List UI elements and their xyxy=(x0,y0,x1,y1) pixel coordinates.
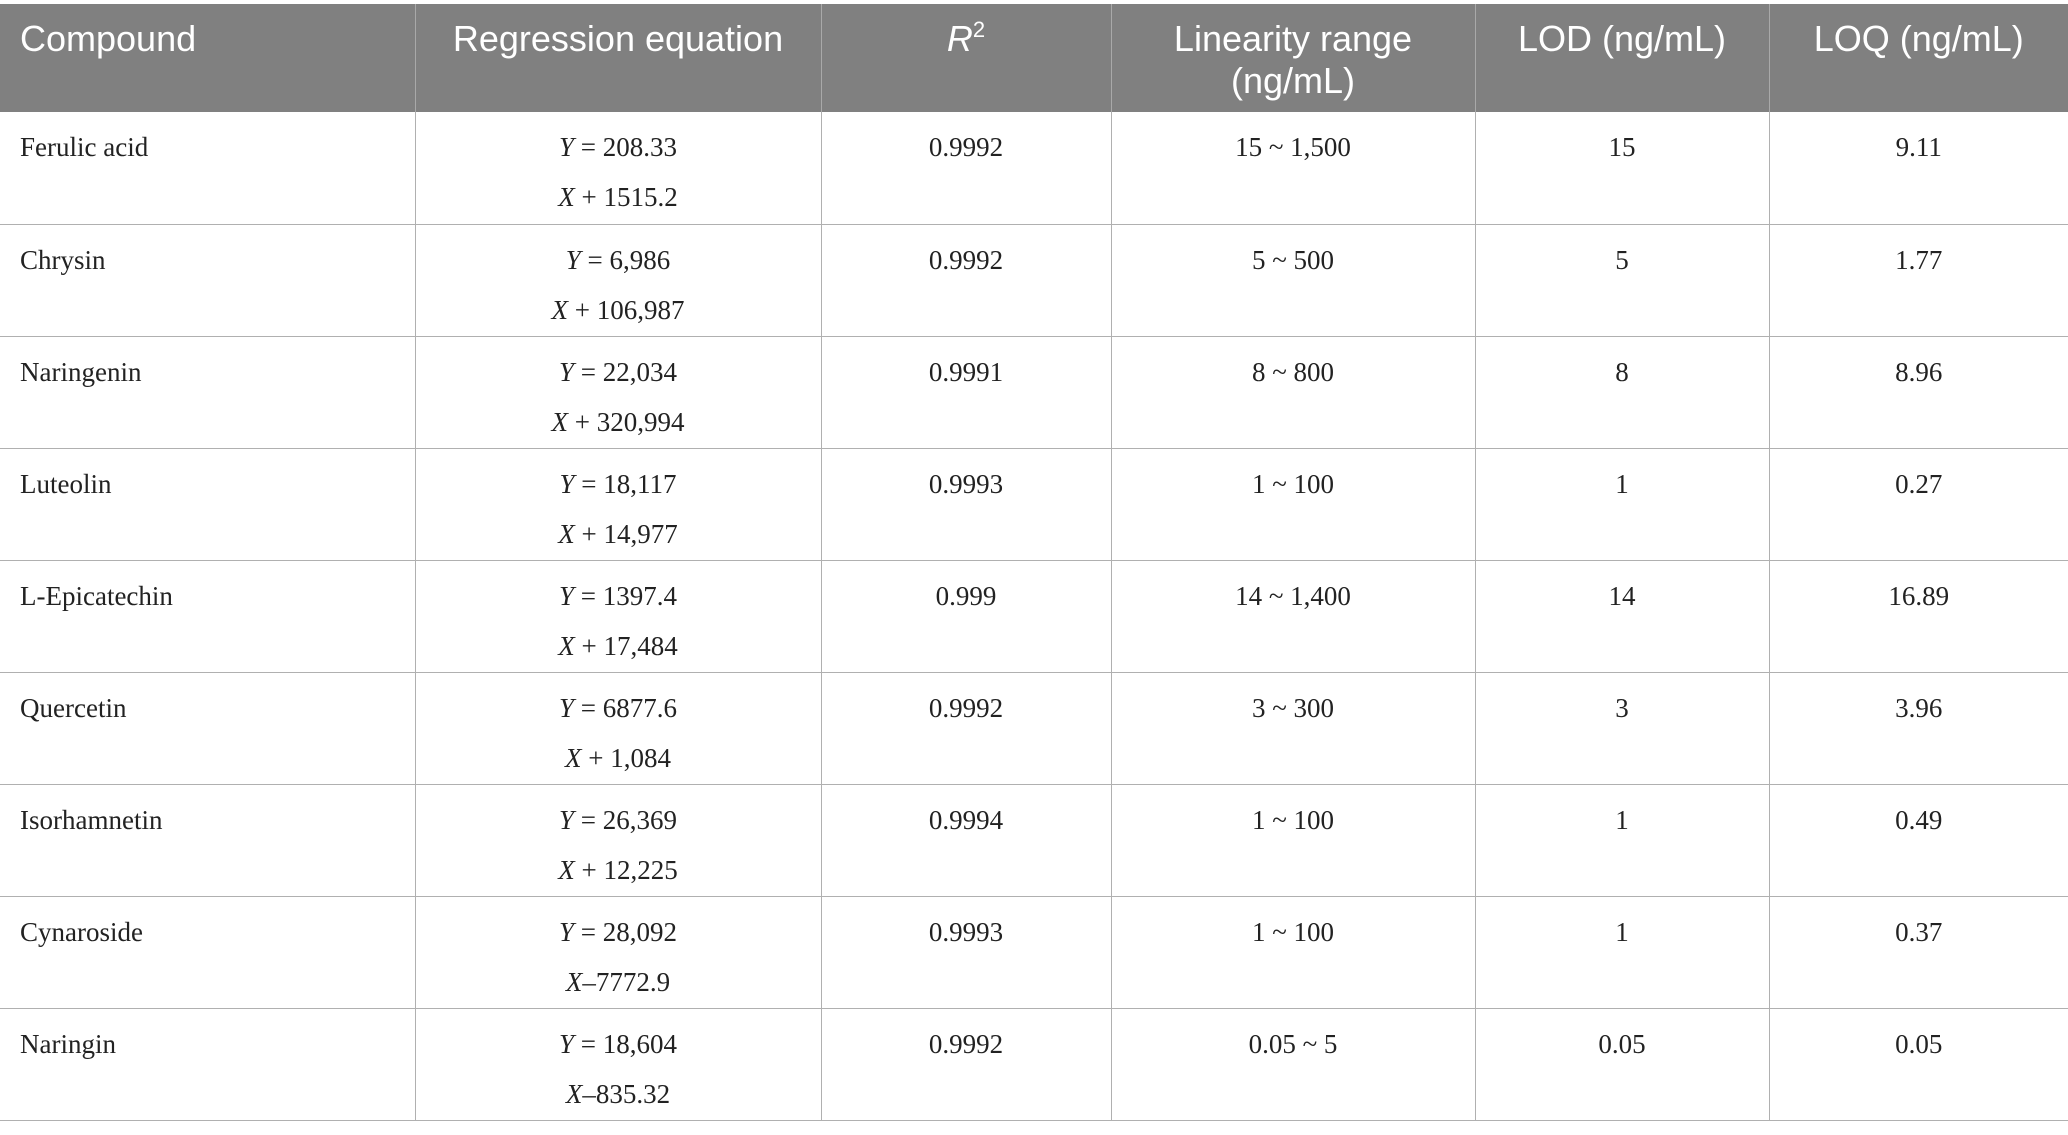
regression-equation-cell: Y = 18,117 X + 14,977 xyxy=(415,448,822,561)
equation-y-line: Y = 18,604 xyxy=(558,1028,677,1059)
header-loq: LOQ (ng/mL) xyxy=(1769,4,2068,112)
lod-cell: 14 xyxy=(1475,560,1770,673)
lod-cell: 0.05 xyxy=(1475,1008,1770,1121)
loq-cell: 9.11 xyxy=(1769,112,2068,225)
table-header: Compound Regression equation R2 Linearit… xyxy=(0,4,2068,112)
header-r-squared: R2 xyxy=(821,4,1112,112)
equation-y-line: Y = 6877.6 xyxy=(558,692,677,723)
regression-equation-cell: Y = 26,369 X + 12,225 xyxy=(415,784,822,897)
equation-x-line: X–835.32 xyxy=(565,1078,671,1109)
linearity-range-cell: 1 ~ 100 xyxy=(1111,896,1476,1009)
lod-cell: 3 xyxy=(1475,672,1770,785)
calibration-table: Compound Regression equation R2 Linearit… xyxy=(0,4,2068,1121)
r-squared-exponent: 2 xyxy=(972,17,986,42)
r-squared-cell: 0.9992 xyxy=(821,672,1112,785)
compound-cell: Quercetin xyxy=(0,672,416,785)
equation-x-line: X + 106,987 xyxy=(551,294,685,325)
loq-cell: 0.27 xyxy=(1769,448,2068,561)
regression-equation-cell: Y = 22,034 X + 320,994 xyxy=(415,336,822,449)
compound-cell: Naringenin xyxy=(0,336,416,449)
equation-y-line: Y = 26,369 xyxy=(558,804,677,835)
compound-cell: Ferulic acid xyxy=(0,112,416,225)
regression-equation-cell: Y = 1397.4 X + 17,484 xyxy=(415,560,822,673)
equation-x-line: X + 1515.2 xyxy=(558,182,678,212)
equation-y-line: Y = 1397.4 xyxy=(558,580,677,611)
r-squared-cell: 0.9991 xyxy=(821,336,1112,449)
table-row: Cynaroside Y = 28,092 X–7772.9 0.9993 1 ~ 10… xyxy=(0,896,2068,1009)
linearity-range-cell: 0.05 ~ 5 xyxy=(1111,1008,1476,1121)
linearity-range-cell: 1 ~ 100 xyxy=(1111,448,1476,561)
lod-cell: 1 xyxy=(1475,448,1770,561)
table-row: L-Epicatechin Y = 1397.4 X + 17,484 0.999 14… xyxy=(0,560,2068,673)
equation-y-line: Y = 6,986 xyxy=(565,244,671,275)
r-squared-cell: 0.9993 xyxy=(821,896,1112,1009)
compound-cell: Naringin xyxy=(0,1008,416,1121)
table-row: Chrysin Y = 6,986 X + 106,987 0.9992 5 ~ 500… xyxy=(0,224,2068,337)
loq-cell: 16.89 xyxy=(1769,560,2068,673)
loq-cell: 0.37 xyxy=(1769,896,2068,1009)
compound-cell: L-Epicatechin xyxy=(0,560,416,673)
linearity-range-cell: 5 ~ 500 xyxy=(1111,224,1476,337)
r-squared-cell: 0.999 xyxy=(821,560,1112,673)
linearity-range-cell: 14 ~ 1,400 xyxy=(1111,560,1476,673)
lod-cell: 1 xyxy=(1475,896,1770,1009)
regression-equation-cell: Y = 28,092 X–7772.9 xyxy=(415,896,822,1009)
r-squared-cell: 0.9993 xyxy=(821,448,1112,561)
compound-cell: Isorhamnetin xyxy=(0,784,416,897)
calibration-table-container: Compound Regression equation R2 Linearit… xyxy=(0,4,2068,1121)
equation-x-line: X + 17,484 xyxy=(558,630,678,661)
loq-cell: 1.77 xyxy=(1769,224,2068,337)
loq-cell: 0.49 xyxy=(1769,784,2068,897)
equation-x-line: X + 1,084 xyxy=(565,742,671,773)
header-row: Compound Regression equation R2 Linearit… xyxy=(0,4,2068,112)
equation-x-line: X + 12,225 xyxy=(558,854,678,885)
compound-cell: Chrysin xyxy=(0,224,416,337)
table-row: Quercetin Y = 6877.6 X + 1,084 0.9992 3 ~ 30… xyxy=(0,672,2068,785)
lod-cell: 5 xyxy=(1475,224,1770,337)
loq-cell: 8.96 xyxy=(1769,336,2068,449)
table-row: Luteolin Y = 18,117 X + 14,977 0.9993 1 ~ 10… xyxy=(0,448,2068,561)
loq-cell: 3.96 xyxy=(1769,672,2068,785)
table-body: Ferulic acid Y = 208.33 X + 1515.2 0.9992 15… xyxy=(0,112,2068,1121)
equation-y-line: Y = 22,034 xyxy=(558,356,677,387)
table-row: Naringin Y = 18,604 X–835.32 0.9992 0.05 ~ 5… xyxy=(0,1008,2068,1121)
header-lod: LOD (ng/mL) xyxy=(1475,4,1770,112)
linearity-range-cell: 3 ~ 300 xyxy=(1111,672,1476,785)
lod-cell: 1 xyxy=(1475,784,1770,897)
equation-y-line: Y = 208.33 xyxy=(558,132,677,162)
r-squared-cell: 0.9992 xyxy=(821,112,1112,225)
compound-cell: Luteolin xyxy=(0,448,416,561)
regression-equation-cell: Y = 6877.6 X + 1,084 xyxy=(415,672,822,785)
r-squared-cell: 0.9992 xyxy=(821,1008,1112,1121)
header-regression-equation: Regression equation xyxy=(415,4,822,112)
equation-x-line: X + 14,977 xyxy=(558,518,678,549)
r-squared-symbol: R xyxy=(946,18,973,59)
header-compound: Compound xyxy=(0,4,416,112)
equation-x-line: X + 320,994 xyxy=(551,406,685,437)
linearity-range-cell: 15 ~ 1,500 xyxy=(1111,112,1476,225)
equation-y-line: Y = 28,092 xyxy=(558,916,677,947)
linearity-range-cell: 1 ~ 100 xyxy=(1111,784,1476,897)
regression-equation-cell: Y = 6,986 X + 106,987 xyxy=(415,224,822,337)
r-squared-cell: 0.9992 xyxy=(821,224,1112,337)
equation-y-line: Y = 18,117 xyxy=(559,468,677,499)
header-linearity-range: Linearity range (ng/mL) xyxy=(1111,4,1476,112)
lod-cell: 15 xyxy=(1475,112,1770,225)
compound-cell: Cynaroside xyxy=(0,896,416,1009)
table-row: Isorhamnetin Y = 26,369 X + 12,225 0.9994 1 … xyxy=(0,784,2068,897)
equation-x-line: X–7772.9 xyxy=(565,966,671,997)
table-row: Ferulic acid Y = 208.33 X + 1515.2 0.9992 15… xyxy=(0,112,2068,225)
table-row: Naringenin Y = 22,034 X + 320,994 0.9991 8 ~… xyxy=(0,336,2068,449)
loq-cell: 0.05 xyxy=(1769,1008,2068,1121)
regression-equation-cell: Y = 18,604 X–835.32 xyxy=(415,1008,822,1121)
regression-equation-cell: Y = 208.33 X + 1515.2 xyxy=(415,112,822,225)
linearity-range-cell: 8 ~ 800 xyxy=(1111,336,1476,449)
r-squared-cell: 0.9994 xyxy=(821,784,1112,897)
lod-cell: 8 xyxy=(1475,336,1770,449)
